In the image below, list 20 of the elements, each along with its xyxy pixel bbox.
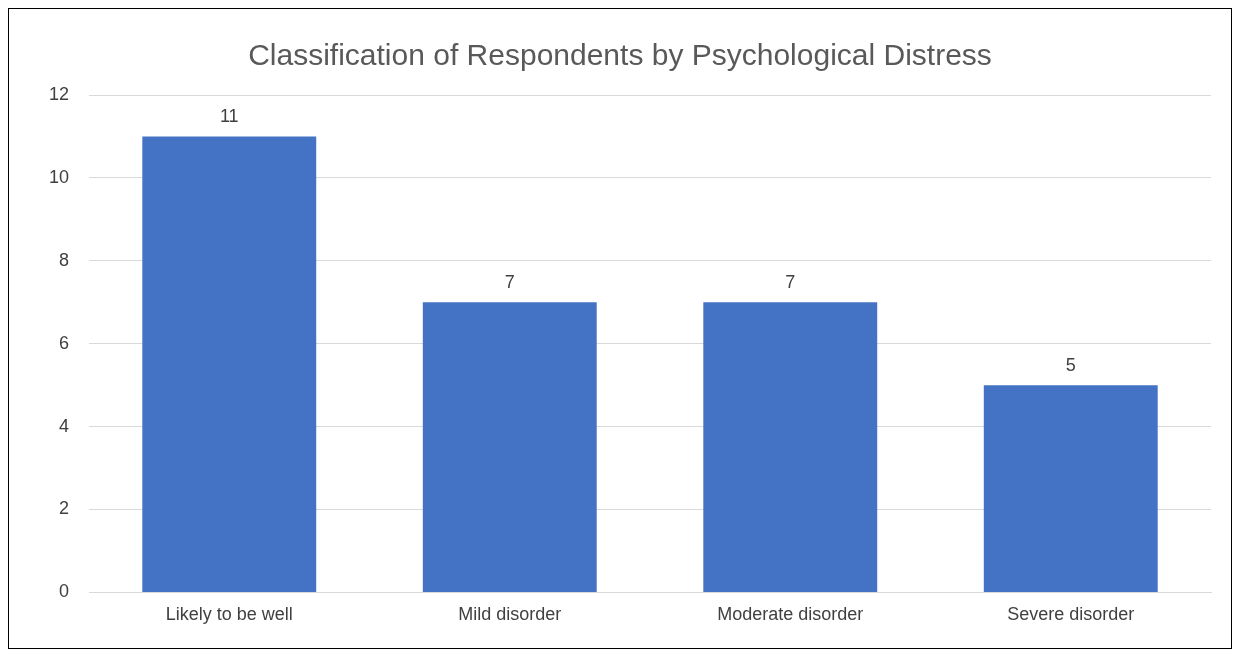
y-tick-label: 10 — [48, 166, 70, 187]
data-label: 5 — [1065, 355, 1076, 376]
y-tick-label: 4 — [59, 415, 70, 436]
y-tick-label: 0 — [59, 581, 70, 602]
y-tick-label: 2 — [59, 498, 70, 519]
bar — [983, 385, 1158, 592]
chart-title: Classification of Respondents by Psychological Distress — [248, 38, 992, 72]
x-tick-label: Moderate disorder — [717, 604, 864, 625]
bar — [142, 136, 317, 592]
bar — [703, 302, 878, 592]
x-tick-label: Likely to be well — [165, 604, 293, 625]
y-tick-label: 12 — [48, 83, 70, 104]
x-tick-label: Severe disorder — [1007, 604, 1135, 625]
y-tick-label: 6 — [59, 332, 70, 353]
data-label: 11 — [219, 106, 239, 127]
y-tick-label: 8 — [59, 249, 70, 270]
x-tick-label: Mild disorder — [458, 604, 562, 625]
data-label: 7 — [785, 272, 796, 293]
bar — [422, 302, 597, 592]
data-label: 7 — [504, 272, 515, 293]
